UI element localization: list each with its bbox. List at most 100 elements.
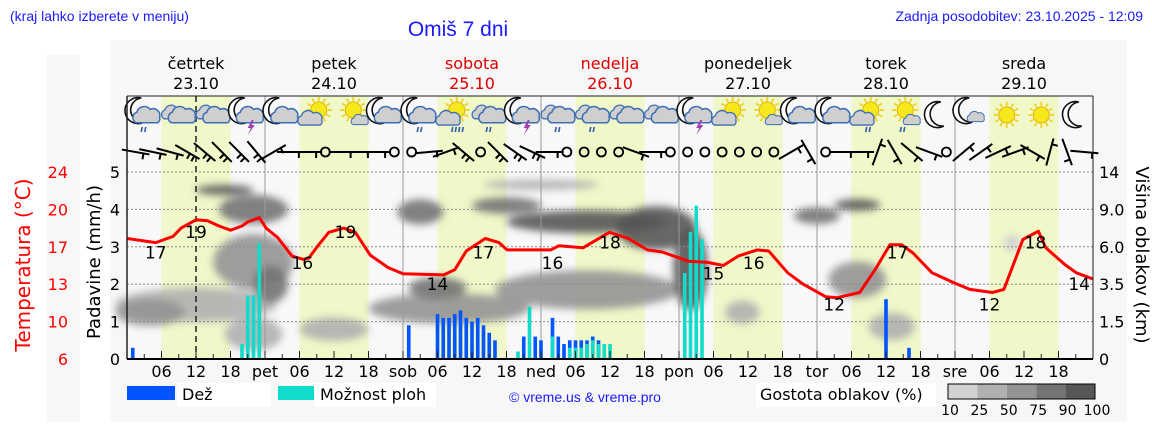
x-tick-label: 06: [289, 362, 309, 381]
rain-icon: [140, 126, 147, 133]
wind-calm-icon: [664, 146, 676, 158]
temp-tick-label: 6: [58, 350, 68, 369]
sun-ray: [341, 113, 346, 118]
rain-drop: [899, 126, 903, 133]
wind-barb: [1021, 148, 1026, 156]
temp-axis-panel: [47, 55, 80, 422]
sun-ray: [360, 102, 365, 107]
temperature-label: 19: [185, 223, 207, 243]
cloud-shape: [547, 105, 576, 124]
weather-icon-none-double-none: [160, 104, 197, 124]
wind-barb-icon: [432, 146, 460, 158]
rain-bar: [464, 317, 469, 359]
temperature-label: 12: [979, 296, 1001, 316]
rain-bar: [406, 325, 411, 359]
precip-tick-label: 4: [110, 200, 120, 219]
copyright-link[interactable]: © vreme.us & vreme.pro: [509, 389, 661, 405]
sun-ray: [878, 113, 883, 118]
cloud-icon: [350, 113, 369, 126]
wind-shaft: [414, 149, 443, 155]
wind-barb-icon: [138, 148, 167, 160]
sun-ray: [1014, 107, 1019, 112]
cloud-icon: [297, 109, 323, 126]
density-swatch: [948, 384, 978, 399]
sun-ray: [460, 98, 465, 103]
wind-calm-icon: [475, 146, 487, 158]
x-tick-label: 12: [186, 362, 206, 381]
cloud-shape: [167, 105, 197, 124]
wind-barb: [256, 157, 263, 163]
wind-calm-icon: [682, 146, 694, 158]
sun-ray: [341, 102, 346, 107]
weather-icon-sun-none-none: [993, 102, 1020, 128]
cloud-shape: [822, 105, 851, 124]
legend-rain-swatch: [127, 386, 175, 400]
density-level-label: 75: [1029, 403, 1047, 419]
weather-icon-sun-big-none: [711, 97, 746, 126]
lightning-icon: [523, 120, 531, 135]
density-swatch: [1036, 384, 1066, 399]
sun-ray: [912, 102, 917, 107]
day-date: 25.10: [449, 74, 495, 93]
wind-barb-icon: [519, 145, 546, 162]
rain-drop: [864, 126, 868, 133]
wind-barb: [206, 156, 212, 163]
cloud-blob: [196, 184, 254, 195]
daytime-shade: [989, 96, 1059, 359]
wind-calm-icon: [751, 146, 763, 158]
weather-icon-moon-big-none: [779, 96, 817, 125]
wind-shaft: [1045, 138, 1055, 166]
cloud-shape: [616, 105, 645, 124]
weather-icon-moon-big-rain: [400, 96, 437, 133]
wind-calm-icon: [578, 146, 590, 158]
rain-bar: [533, 336, 538, 359]
cloud-blob: [834, 199, 881, 211]
sun-ray: [311, 98, 316, 103]
sun-ray: [445, 102, 450, 107]
rain-bar: [562, 344, 566, 359]
rain-drop: [902, 126, 906, 133]
x-day-label: pon: [664, 362, 694, 381]
wind-shaft: [174, 144, 200, 160]
rain-drop: [454, 126, 458, 133]
wind-barb-icon: [871, 138, 887, 166]
wind-barb: [806, 158, 813, 163]
weather-icon-none-double-rain: [540, 104, 576, 133]
temperature-label: 16: [542, 254, 564, 274]
sun-ray: [721, 102, 726, 107]
wind-barb: [461, 153, 467, 160]
cloud-shape: [350, 113, 369, 126]
weather-icon-moon-none-none: [923, 100, 945, 129]
weather-icon-moon-big-rain: [124, 96, 161, 133]
sun-ray: [863, 98, 868, 103]
cloud-icon: [511, 105, 541, 124]
wind-barb: [517, 156, 523, 163]
sun-ray: [740, 102, 745, 107]
x-tick-label: 18: [1048, 362, 1068, 381]
day-date: 26.10: [587, 74, 633, 93]
wind-barb: [892, 158, 900, 163]
wind-barb: [253, 153, 259, 159]
wind-shaft: [138, 148, 167, 156]
cloud-shape: [849, 109, 875, 126]
wind-barb: [222, 156, 229, 163]
sun-ray: [1044, 122, 1049, 127]
x-day-label: tor: [806, 362, 829, 381]
sun-ray: [1010, 122, 1015, 127]
cloud-blob: [408, 277, 467, 299]
wind-calm-icon: [733, 146, 745, 158]
day-name: petek: [311, 54, 357, 73]
wind-barb: [1035, 155, 1041, 162]
sun-ray: [345, 117, 350, 122]
shower-bar: [567, 347, 572, 359]
grid: [127, 96, 1093, 359]
axes: 06 12 18 pet 06 12 18 sob 06 12 18 ned 06 12 18 pon 06 12…: [48, 95, 1124, 381]
day-date: 24.10: [311, 74, 357, 93]
sun-ray: [774, 102, 779, 107]
cloud-icon: [435, 109, 461, 126]
shower-bar: [602, 344, 607, 359]
weather-icon-moon-big-thunder: [503, 96, 541, 135]
density-swatch: [1065, 384, 1095, 399]
rain-drop: [557, 126, 561, 133]
